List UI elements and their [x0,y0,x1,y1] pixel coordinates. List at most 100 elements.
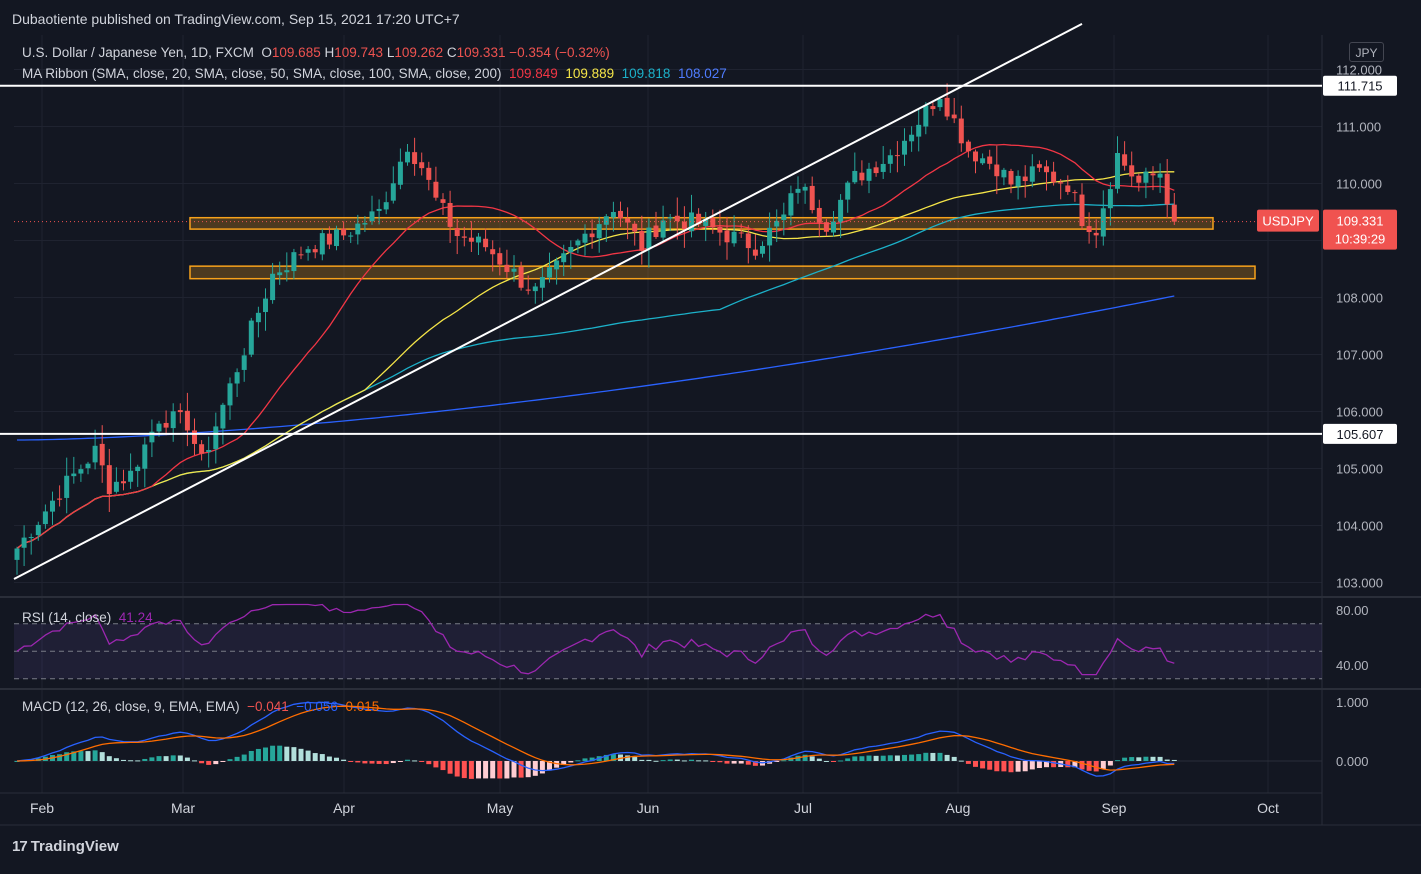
candle-body [1171,204,1177,222]
candle-body [923,105,929,127]
candle-body [951,114,957,119]
candle-body [603,216,609,225]
candle-body [419,162,425,169]
candle-body [483,238,489,248]
candle-body [987,156,993,164]
candle [376,199,382,225]
candle-body [610,211,616,218]
candle [880,146,886,179]
candle-body [170,411,176,429]
candle-body [305,249,311,253]
candle-body [930,106,936,110]
candle [951,98,957,124]
price-tag-label: 109.331 [1337,214,1384,229]
macd-histogram-bar [248,750,254,761]
candle-body [880,163,886,172]
candle [511,255,517,282]
macd-histogram-bar [1107,761,1113,766]
candle [525,275,531,295]
candle-body [99,443,105,466]
candle [1036,160,1042,172]
rsi-value: 41.24 [118,610,153,625]
candle [291,248,297,280]
candle-body [298,254,304,256]
sma-50-line [16,171,1175,550]
candle [1115,136,1120,194]
candle-body [554,260,560,270]
macd-histogram-bar [930,752,936,761]
tradingview-logo[interactable]: 17 TradingView [12,838,119,855]
candle [348,232,354,244]
candle [987,149,993,170]
macd-histogram-bar [724,761,730,764]
candle [284,252,290,282]
candle-body [831,221,836,233]
candle-body [625,218,631,223]
candle [902,128,907,166]
candle [738,223,744,238]
candle [199,440,205,461]
candle [334,225,339,251]
macd-histogram-bar [298,748,304,761]
candle-body [163,422,169,428]
candle [994,145,1000,195]
macd-histogram-bar [170,755,176,761]
macd-histogram-bar [916,754,922,761]
candle-body [696,213,702,225]
candle-body [887,155,893,164]
candle [532,283,538,304]
price-axis-tick: 112.000 [1336,63,1382,78]
macd-histogram-bar [1029,761,1035,770]
macd-histogram-bar [454,761,460,777]
candle-body [894,155,900,157]
candle-body [575,240,581,246]
candle [681,206,687,248]
macd-histogram-bar [490,761,496,779]
candle-body [447,202,453,227]
candle [447,190,453,243]
candle-body [1122,154,1128,166]
macd-histogram-bar [831,761,836,762]
candle [831,210,836,237]
candle [539,267,545,301]
macd-histogram-bar [710,761,716,762]
candle [476,233,481,256]
candle-body [1022,176,1028,182]
open-value: 109.685 [271,45,321,60]
candle-body [1044,166,1049,173]
macd-histogram-bar [504,761,510,779]
macd-histogram-bar [575,760,581,762]
macd-legend: MACD (12, 26, close, 9, EMA, EMA) −0.041… [22,699,379,714]
candle [319,228,325,261]
ma-ribbon-label: MA Ribbon (SMA, close, 20, SMA, close, 5… [22,66,502,81]
macd-histogram-bar [547,761,552,771]
candle-body [674,215,680,222]
candle-body [263,298,268,313]
price-axis-tick: 110.000 [1336,177,1382,192]
macd-histogram-bar [497,761,503,779]
candle [1008,168,1014,194]
rsi-legend: RSI (14, close) 41.24 [22,610,153,625]
high-label: H [324,45,335,60]
candle [490,240,496,272]
macd-axis-tick: 1.000 [1336,695,1369,710]
candle [412,137,418,176]
candle-body [128,470,134,482]
candle-body [539,277,545,288]
candle [213,412,219,464]
macd-histogram-bar [1171,759,1177,761]
macd-histogram-bar [667,759,673,761]
candle-body [369,211,375,222]
time-axis-tick: Jul [794,800,812,816]
candle-body [326,233,332,245]
currency-button[interactable]: JPY [1349,42,1384,62]
ma-ribbon-legend: MA Ribbon (SMA, close, 20, SMA, close, 5… [22,66,727,81]
candle-body [85,463,91,469]
candle [887,149,893,173]
macd-histogram-bar [852,756,858,761]
macd-histogram-bar [582,758,588,761]
macd-histogram-bar [419,761,425,762]
candle [170,403,176,442]
